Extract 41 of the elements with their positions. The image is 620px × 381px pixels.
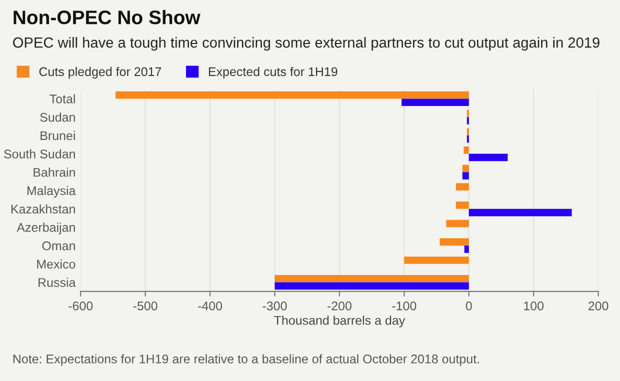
- x-tick-label: -400: [198, 302, 222, 310]
- bar: [464, 146, 469, 154]
- y-tick-label: Brunei: [40, 130, 75, 140]
- bar: [462, 164, 469, 172]
- bar: [404, 256, 469, 264]
- y-tick-label: Russia: [38, 278, 76, 287]
- y-tick-label: Malaysia: [27, 186, 76, 198]
- chart-title: Non-OPEC No Show: [14, 10, 200, 24]
- y-tick-label: Kazakhstan: [11, 204, 75, 214]
- bar: [468, 154, 508, 162]
- y-tick-label: South Sudan: [4, 149, 75, 158]
- bar: [274, 282, 469, 290]
- bar: [274, 274, 469, 282]
- bar: [456, 202, 469, 209]
- x-tick-label: 100: [524, 302, 544, 310]
- bar: [446, 220, 469, 228]
- text: Note: Expectations for 1H19 are relative to a baseline of actual October 2018 output.: [13, 354, 479, 366]
- bar: [464, 246, 469, 253]
- bar: [456, 183, 469, 190]
- x-tick-label: 0: [466, 302, 472, 310]
- y-tick-label: Oman: [42, 241, 75, 250]
- x-tick-label: -600: [68, 302, 93, 310]
- x-tick-label: 200: [588, 302, 608, 310]
- bar: [440, 238, 469, 246]
- chart-subtitle: OPEC will have a tough time convincing some external partners to cut output again in 2019: [13, 37, 600, 51]
- x-tick-label: -100: [392, 302, 416, 310]
- x-tick-label: -300: [262, 302, 287, 310]
- legend-label: Expected cuts for 1H19: [208, 66, 338, 79]
- y-tick-label: Mexico: [37, 259, 76, 269]
- bar: [116, 91, 469, 99]
- bar: [462, 172, 469, 180]
- y-tick-label: Azerbaijan: [16, 222, 75, 234]
- bar: [402, 98, 469, 106]
- legend-label: Cuts pledged for 2017: [39, 66, 162, 79]
- y-tick-label: Sudan: [40, 112, 75, 122]
- y-tick-label: Bahrain: [34, 168, 75, 177]
- y-tick-label: Total: [50, 94, 75, 104]
- x-tick-label: -200: [327, 302, 352, 310]
- x-tick-label: -500: [133, 302, 158, 310]
- x-axis-title: Thousand barrels a day: [274, 316, 406, 328]
- bar: [468, 208, 572, 216]
